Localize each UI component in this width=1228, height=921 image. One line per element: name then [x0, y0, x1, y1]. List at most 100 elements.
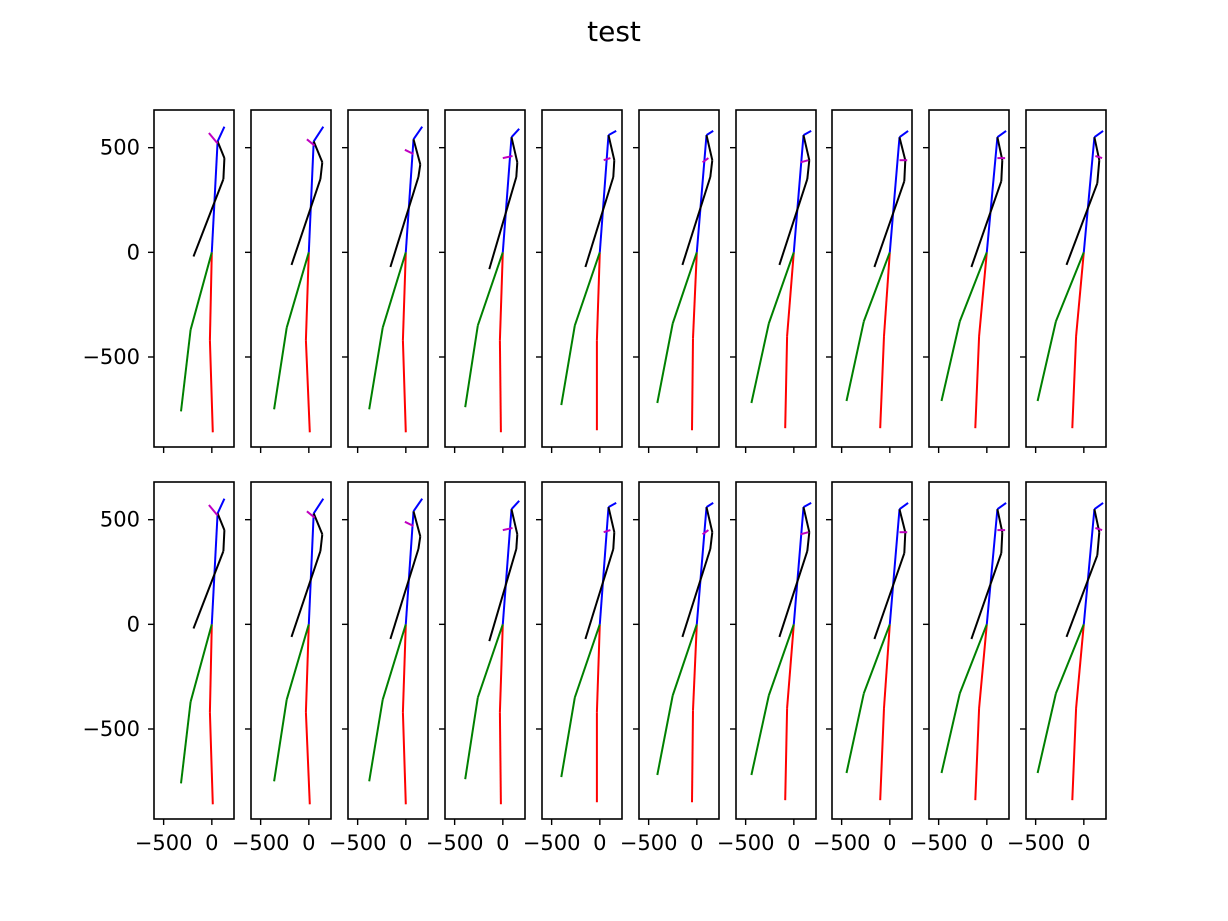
upper-arm-line — [1000, 160, 1004, 182]
forearm-line — [488, 548, 518, 642]
spine-line — [695, 507, 708, 625]
right-shin-line — [304, 712, 311, 805]
spine-line — [307, 141, 315, 253]
forearm-line — [488, 176, 518, 270]
axes-frame — [347, 481, 429, 820]
head-line — [800, 531, 809, 536]
left-shin-line — [560, 325, 576, 406]
right-thigh-line — [208, 624, 213, 713]
subplot-panel — [439, 109, 526, 453]
upper-arm-line — [319, 162, 324, 180]
right-shin-line — [498, 340, 502, 433]
shoulder-line — [802, 506, 811, 533]
subplot-panel: −500 0 — [813, 481, 913, 855]
subplot-panel — [923, 109, 1010, 453]
axes-frame — [928, 109, 1010, 448]
spine-line — [307, 513, 315, 625]
axes-frame — [735, 109, 817, 448]
subplot-panel: −500 0 — [329, 481, 429, 855]
x-tick-label: −500 — [329, 831, 387, 855]
axes-frame — [153, 481, 235, 820]
x-tick-label: 0 — [883, 831, 896, 855]
shoulder-line — [802, 134, 811, 161]
skeleton — [273, 126, 325, 433]
head-line — [208, 504, 219, 517]
neck-line — [705, 130, 714, 136]
upper-arm-line — [319, 534, 324, 552]
y-tick-label: 0 — [127, 612, 140, 636]
axes-frame — [1025, 481, 1107, 820]
right-shin-line — [401, 340, 407, 433]
right-shin-line — [879, 708, 885, 801]
left-thigh-line — [671, 251, 698, 324]
spine-line — [695, 135, 708, 253]
head-line — [306, 138, 316, 147]
left-thigh-line — [573, 251, 601, 326]
right-thigh-line — [883, 624, 891, 709]
axes-frame — [153, 109, 235, 448]
axes-frame — [831, 481, 913, 820]
right-thigh-line — [304, 252, 310, 341]
x-tick-label: −500 — [135, 831, 193, 855]
skeleton — [845, 130, 909, 429]
head-line — [404, 148, 414, 155]
upper-arm-line — [1096, 532, 1101, 556]
forearm-line — [778, 550, 809, 638]
subplot-panel — [826, 109, 913, 453]
head-line — [702, 529, 709, 536]
forearm-line — [584, 176, 615, 268]
x-tick-label: −500 — [523, 831, 581, 855]
skeleton — [845, 502, 909, 801]
x-tick-label: 0 — [787, 831, 800, 855]
right-thigh-line — [692, 624, 698, 711]
right-thigh-line — [692, 252, 698, 339]
spine-line — [404, 511, 415, 625]
shoulder-line — [898, 136, 907, 161]
left-shin-line — [750, 695, 770, 776]
subplot-panel: −500 0 — [523, 481, 623, 855]
left-thigh-line — [1054, 623, 1085, 694]
upper-arm-line — [515, 162, 519, 178]
right-shin-line — [498, 712, 502, 805]
spine-line — [1082, 137, 1096, 253]
subplot-panel — [342, 109, 429, 453]
axes-frame — [638, 109, 720, 448]
right-shin-line — [401, 712, 407, 805]
right-shin-line — [784, 708, 789, 801]
x-tick-label: −500 — [910, 831, 968, 855]
neck-line — [996, 130, 1007, 139]
forearm-line — [778, 178, 809, 266]
spine-line — [210, 141, 219, 253]
skeleton — [180, 126, 226, 433]
forearm-line — [389, 548, 420, 640]
skeleton — [464, 500, 520, 805]
right-thigh-line — [978, 252, 988, 337]
skeleton — [368, 498, 424, 805]
head-line — [306, 510, 316, 519]
neck-line — [1093, 130, 1104, 139]
spine-line — [598, 507, 610, 625]
left-thigh-line — [189, 252, 213, 331]
x-tick-label: 0 — [399, 831, 412, 855]
skeleton — [940, 502, 1007, 801]
subplot-panel: 500 0 −500 — [82, 109, 235, 453]
upper-arm-line — [709, 532, 714, 550]
left-thigh-line — [189, 624, 213, 703]
right-thigh-line — [498, 252, 504, 341]
forearm-line — [389, 176, 420, 268]
neck-line — [608, 130, 617, 136]
spine-line — [1082, 509, 1096, 625]
upper-arm-line — [806, 160, 811, 180]
shoulder-line — [996, 508, 1004, 533]
left-shin-line — [368, 699, 384, 782]
spine-line — [210, 513, 219, 625]
upper-arm-line — [417, 164, 422, 178]
spine-line — [598, 135, 610, 253]
neck-line — [412, 126, 424, 140]
x-tick-label: −500 — [620, 831, 678, 855]
forearm-line — [584, 548, 615, 640]
figure-title: test — [587, 15, 641, 48]
left-thigh-line — [476, 623, 504, 698]
neck-line — [898, 130, 909, 139]
